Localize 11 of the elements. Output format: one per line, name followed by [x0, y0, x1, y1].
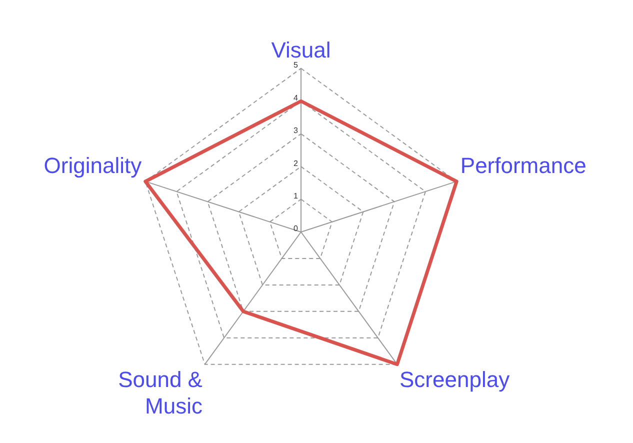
spoke-label: Performance [460, 153, 586, 178]
y-tick-label: 3 [294, 126, 299, 136]
y-tick-label: 5 [294, 60, 299, 70]
y-tick-label: 2 [294, 158, 299, 168]
y-tick-label: 4 [294, 93, 299, 102]
y-tick-label: 1 [294, 191, 299, 200]
spoke-label: Screenplay [400, 366, 510, 392]
y-tick-label: 0 [294, 224, 299, 234]
spoke-label: Sound & Music [118, 366, 203, 418]
spoke-label: Visual [271, 37, 331, 62]
spoke-label: Originality [44, 153, 142, 178]
